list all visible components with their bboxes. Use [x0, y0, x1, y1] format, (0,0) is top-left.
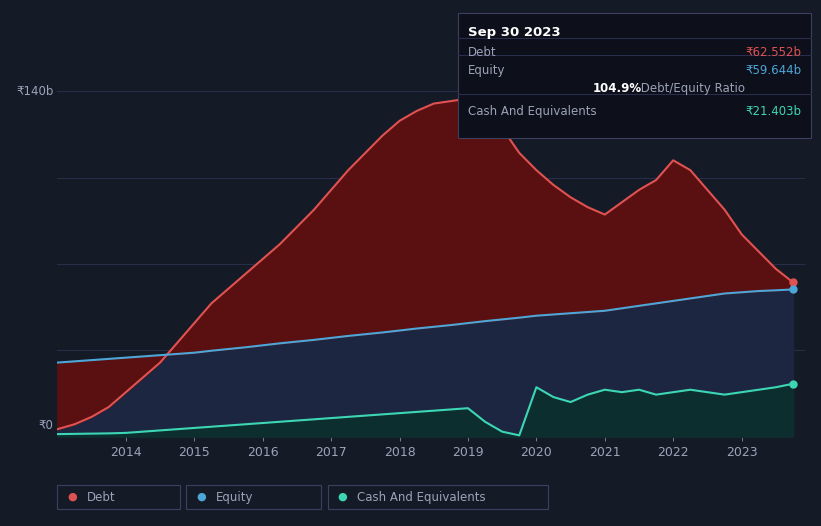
Text: Sep 30 2023: Sep 30 2023 — [468, 26, 561, 39]
Text: ₹21.403b: ₹21.403b — [745, 105, 801, 118]
Text: Equity: Equity — [216, 491, 254, 503]
Text: Equity: Equity — [468, 64, 506, 77]
Text: Cash And Equivalents: Cash And Equivalents — [468, 105, 597, 118]
Text: Debt/Equity Ratio: Debt/Equity Ratio — [637, 82, 745, 95]
Text: Debt: Debt — [87, 491, 116, 503]
Text: ●: ● — [67, 492, 77, 502]
Text: ●: ● — [196, 492, 206, 502]
Text: ₹59.644b: ₹59.644b — [745, 64, 801, 77]
Text: ₹62.552b: ₹62.552b — [745, 46, 801, 59]
Text: 104.9%: 104.9% — [592, 82, 641, 95]
Text: ₹140b: ₹140b — [16, 85, 53, 98]
Text: ●: ● — [337, 492, 347, 502]
Text: ₹0: ₹0 — [39, 419, 53, 432]
Text: Cash And Equivalents: Cash And Equivalents — [357, 491, 486, 503]
Text: Debt: Debt — [468, 46, 497, 59]
